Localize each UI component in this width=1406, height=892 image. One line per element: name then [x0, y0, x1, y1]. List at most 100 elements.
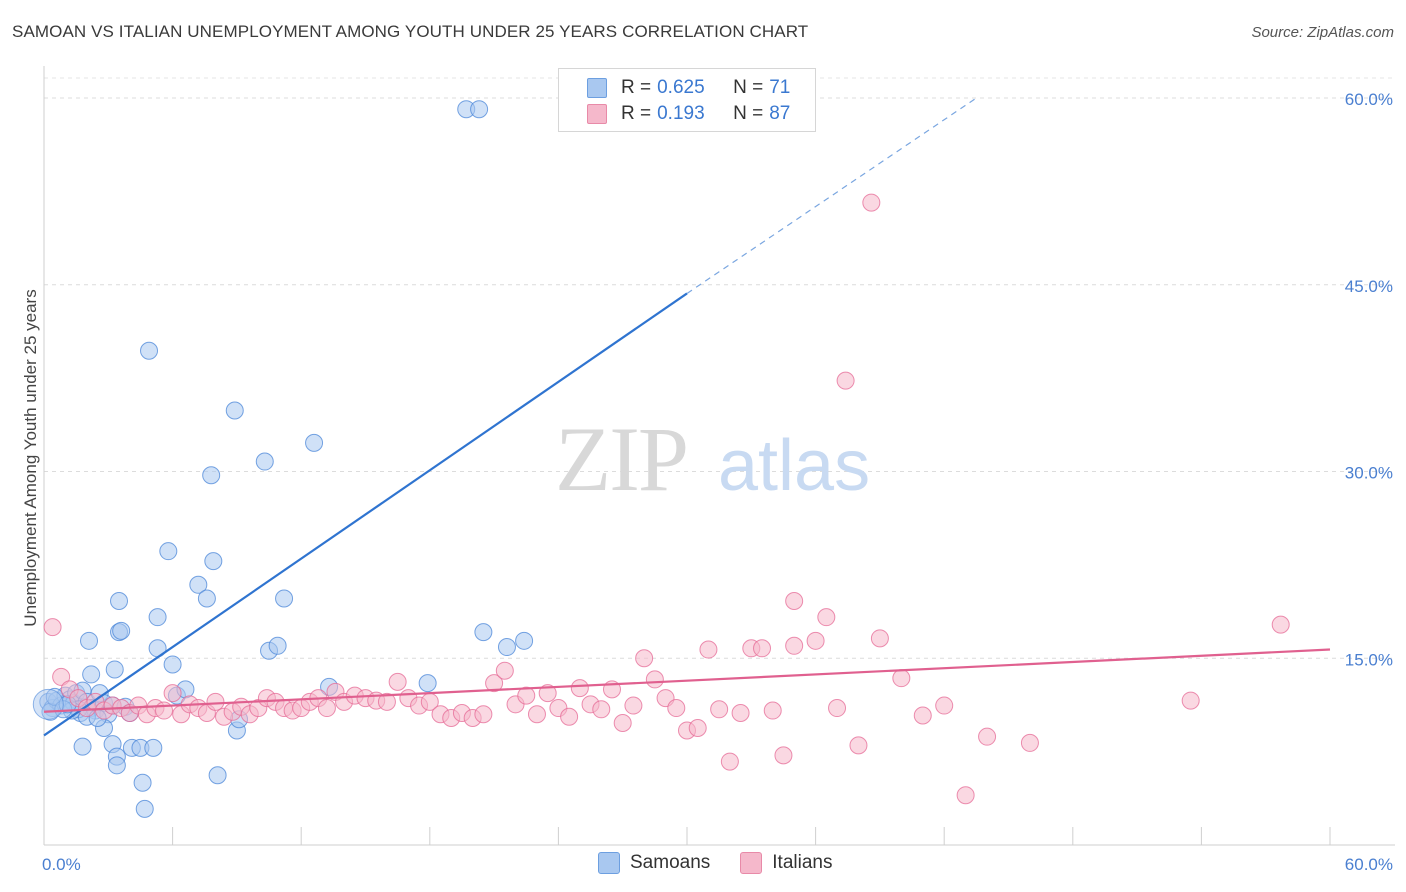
samoans-point	[163, 655, 182, 674]
samoans-point	[148, 608, 167, 627]
italians-point	[388, 672, 407, 691]
italians-point	[753, 639, 772, 658]
samoans-point	[275, 589, 294, 608]
italians-point	[517, 686, 536, 705]
y-tick-label: 60.0%	[1345, 90, 1393, 109]
grid-lines	[44, 77, 1395, 659]
watermark-zip: ZIP	[555, 408, 687, 510]
samoans-point	[515, 631, 534, 650]
italians-point	[317, 699, 336, 718]
italians-point	[592, 700, 611, 719]
samoans-point	[105, 660, 124, 679]
italians-point	[785, 591, 804, 610]
italians-point	[624, 696, 643, 715]
axes	[43, 66, 1395, 846]
samoans-legend-swatch	[598, 852, 620, 874]
italians-point	[763, 701, 782, 720]
italians-point	[527, 705, 546, 724]
italians-point	[645, 670, 664, 689]
italians-point	[699, 640, 718, 659]
samoans-point	[202, 466, 221, 485]
italians-legend-swatch	[740, 852, 763, 874]
italians-point	[785, 636, 804, 655]
legend-row-samoans: R = 0.625 N = 71	[587, 77, 790, 99]
data-points	[32, 100, 1290, 818]
italians-point	[560, 707, 579, 726]
samoans-point	[73, 737, 92, 756]
y-tick-label: 30.0%	[1345, 464, 1393, 483]
x-tick-label: 60.0%	[1345, 855, 1393, 874]
legend-item-italians: Italians	[740, 852, 832, 874]
italians-trend-line	[43, 648, 1331, 713]
italians-point	[495, 661, 514, 680]
italians-point	[892, 669, 911, 688]
samoans-point	[144, 738, 163, 757]
samoans-point	[189, 575, 208, 594]
italians-point	[377, 692, 396, 711]
italians-point	[1020, 733, 1039, 752]
samoans-point	[204, 552, 223, 571]
series-legend: Samoans Italians	[598, 852, 862, 874]
samoans-point	[135, 799, 154, 818]
italians-point	[485, 674, 504, 693]
samoans-point	[497, 638, 516, 657]
samoans-point	[107, 756, 126, 775]
x-tick-label: 0.0%	[42, 855, 81, 874]
italians-point	[978, 727, 997, 746]
r-value: 0.193	[657, 103, 705, 124]
samoans-point	[110, 591, 129, 610]
italians-point	[935, 696, 954, 715]
italians-point	[720, 752, 739, 771]
samoans-point	[255, 452, 274, 471]
tick-labels: 15.0% 30.0% 45.0% 60.0% 0.0% 60.0%	[42, 90, 1393, 874]
italians-point	[688, 718, 707, 737]
y-axis-title: Unemployment Among Youth under 25 years	[21, 289, 40, 626]
watermark-atlas: atlas	[718, 426, 870, 506]
italians-point	[806, 631, 825, 650]
samoans-legend-label: Samoans	[630, 852, 711, 873]
italians-point	[774, 746, 793, 765]
italians-point	[731, 704, 750, 723]
chart-title: SAMOAN VS ITALIAN UNEMPLOYMENT AMONG YOU…	[12, 22, 809, 41]
samoans-point	[82, 665, 101, 684]
r-label: R =	[621, 77, 652, 98]
samoans-point	[80, 631, 99, 650]
italians-legend-label: Italians	[772, 852, 833, 873]
italians-point	[43, 618, 62, 637]
italians-point	[836, 371, 855, 390]
y-tick-label: 15.0%	[1345, 650, 1393, 669]
trend-lines	[43, 97, 1331, 737]
italians-point	[613, 713, 632, 732]
watermark: ZIP atlas	[555, 408, 870, 510]
italians-swatch	[587, 104, 607, 124]
n-value: 71	[769, 77, 791, 98]
italians-point	[570, 679, 589, 698]
samoans-point	[474, 623, 493, 642]
r-label: R =	[621, 103, 652, 124]
italians-point	[667, 699, 686, 718]
italians-point	[1271, 615, 1290, 634]
italians-point	[913, 706, 932, 725]
samoans-point	[140, 341, 159, 360]
italians-point	[1181, 691, 1200, 710]
italians-point	[635, 649, 654, 668]
samoans-point	[470, 100, 489, 119]
samoans-point	[112, 621, 131, 640]
correlation-legend: R = 0.625 N = 71 R = 0.193 N = 87	[558, 68, 816, 132]
n-value: 87	[769, 103, 791, 124]
italians-point	[828, 699, 847, 718]
samoans-point	[225, 401, 244, 420]
n-label: N =	[733, 103, 764, 124]
italians-point	[870, 629, 889, 648]
n-label: N =	[733, 77, 764, 98]
italians-point	[817, 608, 836, 627]
samoans-trend-extension	[686, 97, 977, 294]
samoans-point	[197, 589, 216, 608]
samoans-swatch	[587, 78, 607, 98]
samoans-point	[133, 773, 152, 792]
italians-point	[163, 684, 182, 703]
chart-source: Source: ZipAtlas.com	[1251, 24, 1394, 41]
italians-point	[474, 705, 493, 724]
italians-point	[710, 700, 729, 719]
